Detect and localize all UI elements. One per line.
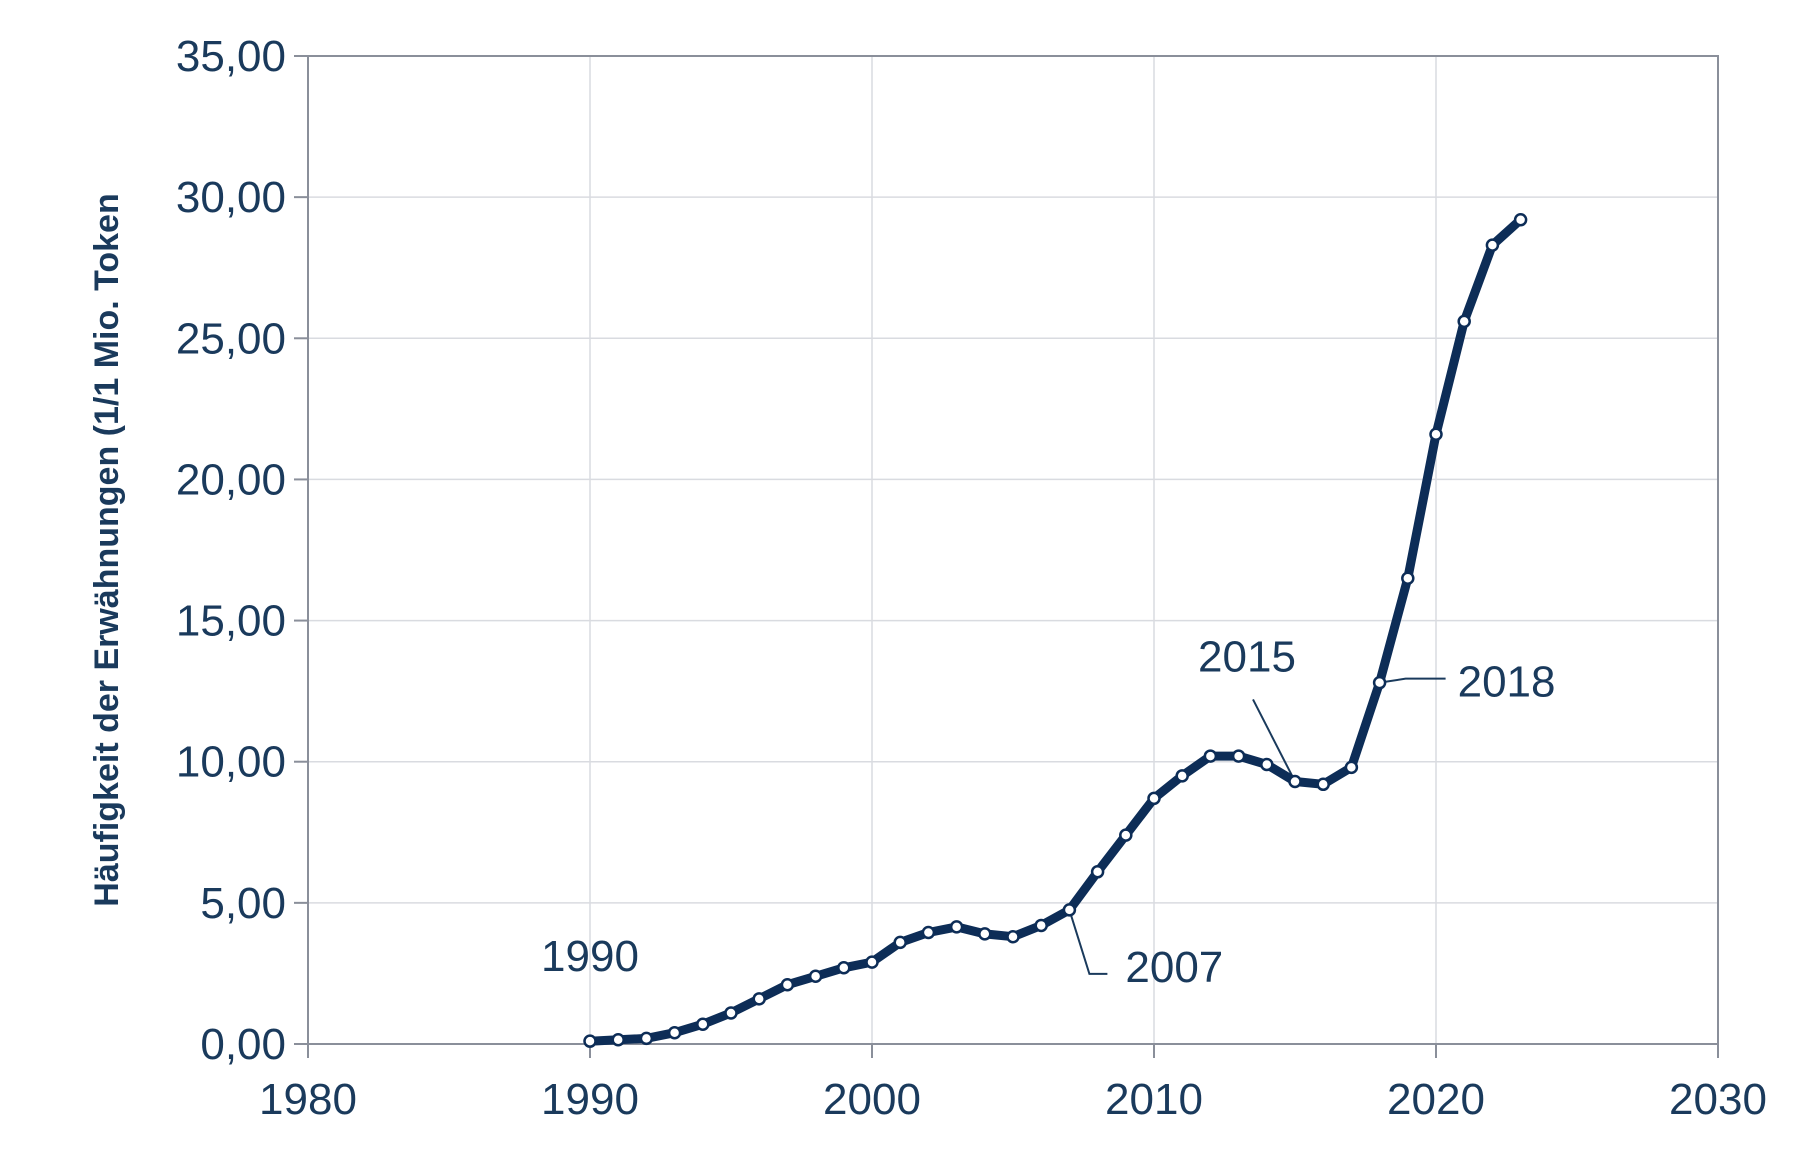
plot-frame <box>307 55 1719 1045</box>
data-point <box>1119 828 1133 842</box>
data-point <box>978 927 992 941</box>
annotation-leader <box>1252 699 1296 782</box>
data-point <box>1344 760 1359 775</box>
annotation-label: 2007 <box>1125 943 1223 992</box>
x-tick-label: 1980 <box>259 1075 357 1124</box>
grid <box>308 56 1718 1044</box>
x-tick-label: 1990 <box>541 1075 639 1124</box>
y-tick-label: 30,00 <box>176 173 286 222</box>
data-point <box>1034 918 1048 933</box>
annotation-leaders <box>1068 677 1446 975</box>
data-point <box>583 1034 597 1048</box>
data-point <box>1090 865 1105 879</box>
data-point <box>921 925 936 940</box>
annotation-label: 2018 <box>1458 658 1556 707</box>
y-tick-label: 0,00 <box>200 1020 286 1069</box>
data-point <box>1175 769 1189 783</box>
data-point <box>1006 929 1020 944</box>
annotation-label: 2015 <box>1198 632 1296 681</box>
data-point <box>752 992 766 1006</box>
data-point <box>1513 212 1528 227</box>
data-point <box>1231 749 1246 763</box>
data-point <box>865 955 879 969</box>
y-tick-label: 25,00 <box>176 314 286 363</box>
data-point <box>837 961 851 975</box>
data-point <box>808 969 823 984</box>
data-point <box>667 1025 682 1040</box>
y-tick-label: 15,00 <box>176 597 286 646</box>
data-point <box>1429 427 1443 442</box>
data-point <box>1372 675 1387 690</box>
data-point <box>1485 238 1500 252</box>
data-point <box>639 1031 654 1046</box>
x-tick-label: 2030 <box>1669 1075 1767 1124</box>
data-point <box>611 1033 625 1047</box>
annotation-leader <box>1068 909 1108 975</box>
data-point <box>724 1006 738 1020</box>
data-point <box>1147 791 1161 806</box>
y-tick-label: 35,00 <box>176 32 286 81</box>
x-tick-label: 2010 <box>1105 1075 1203 1124</box>
x-axis: 1980 1990 2000 2010 2020 2030 <box>259 1044 1767 1124</box>
x-tick-label: 2000 <box>823 1075 921 1124</box>
data-point <box>949 920 964 934</box>
data-point <box>1260 757 1274 772</box>
y-tick-label: 10,00 <box>176 738 286 787</box>
y-tick-label: 20,00 <box>176 455 286 504</box>
data-point <box>1288 774 1302 789</box>
y-axis-label: Häufigkeit der Erwähnungen (1/1 Mio. Tok… <box>88 193 126 906</box>
y-axis: 0,00 5,00 10,00 15,00 20,00 25,00 30,00 35,00 <box>176 32 308 1069</box>
data-point <box>1316 777 1330 792</box>
y-tick-label: 5,00 <box>200 879 286 928</box>
data-point <box>1062 903 1077 917</box>
annotation-leader <box>1379 677 1446 684</box>
data-point <box>780 977 795 992</box>
x-tick-label: 2020 <box>1387 1075 1485 1124</box>
data-point <box>893 935 907 950</box>
data-point <box>1457 314 1471 329</box>
data-point <box>1203 749 1218 763</box>
data-point <box>1401 571 1415 585</box>
data-point <box>696 1017 710 1031</box>
annotation-label: 1990 <box>541 932 639 981</box>
annotations: 1990 2007 2015 2018 <box>541 632 1555 991</box>
data-points <box>583 212 1528 1048</box>
series-line <box>585 215 1526 1046</box>
